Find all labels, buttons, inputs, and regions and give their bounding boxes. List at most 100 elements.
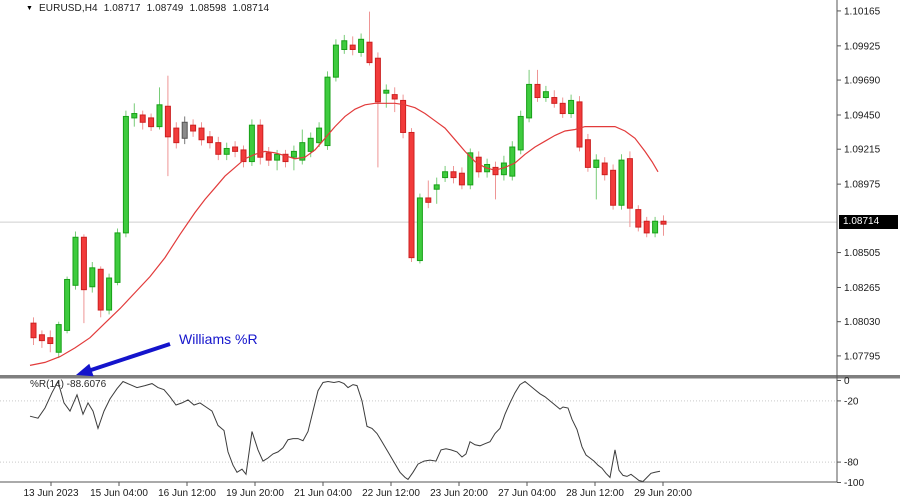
candle-body [80, 236, 87, 291]
candle-body [206, 136, 213, 144]
candle-body [190, 124, 197, 132]
candle-body [366, 41, 373, 64]
candle-body [181, 121, 188, 139]
price-axis-label: 1.08975 [844, 180, 881, 191]
wpr-axis-label: -80 [844, 458, 859, 469]
candle-body [30, 322, 37, 339]
time-axis-label: 19 Jun 20:00 [226, 488, 284, 499]
candle-body [534, 83, 541, 99]
candle-body [198, 127, 205, 141]
candle-body [148, 117, 155, 128]
time-axis-label: 23 Jun 20:00 [430, 488, 488, 499]
candle-body [391, 94, 398, 100]
price-axis-label: 1.09925 [844, 41, 881, 52]
time-axis-label: 22 Jun 12:00 [362, 488, 420, 499]
time-axis-label: 21 Jun 04:00 [294, 488, 352, 499]
candle-body [72, 236, 79, 286]
quote-high: 1.08749 [146, 3, 184, 14]
candle-body [215, 142, 222, 155]
quote-low: 1.08598 [189, 3, 227, 14]
price-axis-label: 1.07795 [844, 351, 881, 362]
collapse-quote-icon[interactable]: ▼ [26, 4, 34, 12]
candle-body [442, 171, 449, 179]
time-axis-label: 28 Jun 12:00 [566, 488, 624, 499]
symbol-timeframe: EURUSD,H4 [39, 3, 98, 14]
candle-body [122, 115, 129, 234]
candle-body [559, 102, 566, 115]
candle-body [400, 99, 407, 133]
price-axis-label: 1.09215 [844, 145, 881, 156]
candle-body [248, 124, 255, 163]
candle-body [458, 172, 465, 186]
candle-body [475, 156, 482, 173]
candle-body [232, 146, 239, 152]
symbol-header: ▼ EURUSD,H4 1.08717 1.08749 1.08598 1.08… [26, 3, 269, 14]
candle-body [551, 97, 558, 104]
candle-body [408, 131, 415, 259]
candle-body [652, 220, 659, 234]
candle-body [542, 91, 549, 99]
candle-body [114, 232, 121, 283]
time-axis-label: 29 Jun 20:00 [634, 488, 692, 499]
candle-body [106, 277, 113, 311]
candle-body [38, 334, 45, 342]
candle-body [47, 337, 54, 345]
candle-body [332, 44, 339, 78]
candle-body [64, 278, 71, 331]
candle-body [416, 197, 423, 262]
wpr-axis-label: -20 [844, 396, 859, 407]
ma-line [29, 102, 659, 366]
candle-body [257, 124, 264, 158]
current-price-badge: 1.08714 [839, 215, 898, 229]
candle-body [374, 57, 381, 103]
candle-body [601, 162, 608, 176]
candle-body [576, 101, 583, 148]
wpr-axis-label: 0 [844, 376, 850, 387]
candle-body [358, 38, 365, 53]
annotation-arrow-shaft[interactable] [90, 342, 171, 372]
candle-body [467, 152, 474, 186]
candle-body [626, 158, 633, 209]
time-axis-label: 13 Jun 2023 [23, 488, 78, 499]
candle-body [89, 267, 96, 288]
time-axis-label: 16 Jun 12:00 [158, 488, 216, 499]
candle-body [433, 184, 440, 190]
price-axis-label: 1.08030 [844, 317, 881, 328]
candle-body [383, 89, 390, 94]
candle-body [349, 44, 356, 50]
candle-body [610, 169, 617, 206]
quote-close: 1.08714 [232, 3, 270, 14]
pane-divider[interactable] [0, 375, 900, 379]
candle-body [635, 209, 642, 228]
wpr-line [29, 380, 661, 483]
candle-body [316, 127, 323, 144]
candle-body [299, 142, 306, 161]
indicator-label: %R(14) -88.6076 [30, 379, 107, 390]
price-axis-label: 1.10165 [844, 6, 881, 17]
wpr-axis-label: -100 [844, 478, 864, 489]
annotation-text[interactable]: Williams %R [179, 331, 258, 347]
candle-body [584, 139, 591, 168]
candle-body [139, 114, 146, 123]
candle-body [307, 137, 314, 152]
candle-body [240, 149, 247, 163]
price-axis-label: 1.09690 [844, 76, 881, 87]
time-axis-label: 15 Jun 04:00 [90, 488, 148, 499]
price-axis-label: 1.08265 [844, 283, 881, 294]
candle-body [223, 147, 230, 155]
annotation-arrow-head[interactable] [76, 363, 94, 377]
price-axis-label: 1.08505 [844, 248, 881, 259]
candle-body [265, 152, 272, 161]
candle-body [425, 197, 432, 203]
candle-body [164, 105, 171, 138]
candle-body [526, 83, 533, 119]
candle-body [618, 159, 625, 206]
candle-body [492, 166, 499, 176]
time-axis-label: 27 Jun 04:00 [498, 488, 556, 499]
candle-body [341, 40, 348, 50]
candle-body [324, 76, 331, 147]
candle-body [509, 146, 516, 177]
candle-body [517, 115, 524, 151]
quote-open: 1.08717 [103, 3, 141, 14]
